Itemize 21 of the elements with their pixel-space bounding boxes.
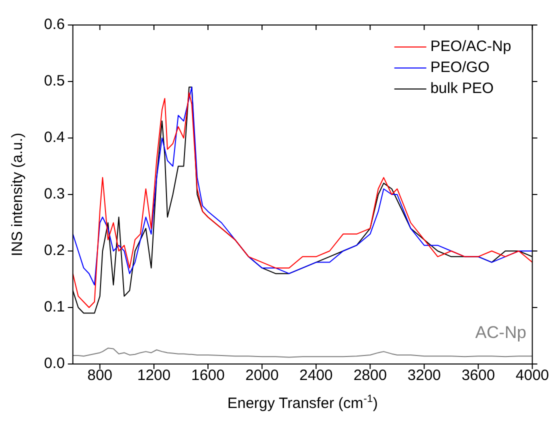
y-tick-label: 0.1 (44, 298, 65, 316)
y-tick-label: 0.0 (44, 355, 65, 372)
x-tick-label: 3200 (408, 367, 441, 384)
x-tick-label: 1200 (137, 367, 171, 384)
y-axis-title: INS intensity (a.u.) (9, 132, 26, 256)
x-tick-label: 2000 (245, 367, 279, 384)
legend-label: PEO/AC-Np (430, 38, 512, 56)
x-tick-label: 2800 (353, 367, 387, 384)
x-tick-label: 2400 (299, 367, 333, 384)
legend-label: bulk PEO (430, 80, 494, 98)
y-tick-label: 0.3 (44, 186, 65, 203)
legend-label: PEO/GO (430, 59, 490, 76)
x-tick-label: 3600 (462, 367, 495, 384)
x-tick-label: 4000 (516, 367, 550, 384)
y-tick-label: 0.6 (44, 16, 65, 34)
x-tick-label: 1600 (191, 367, 225, 384)
y-tick-label: 0.2 (44, 242, 65, 260)
y-tick-label: 0.5 (44, 72, 65, 90)
y-tick-label: 0.4 (44, 129, 65, 146)
x-tick-label: 800 (87, 367, 112, 384)
annotation: AC-Np (475, 323, 526, 342)
